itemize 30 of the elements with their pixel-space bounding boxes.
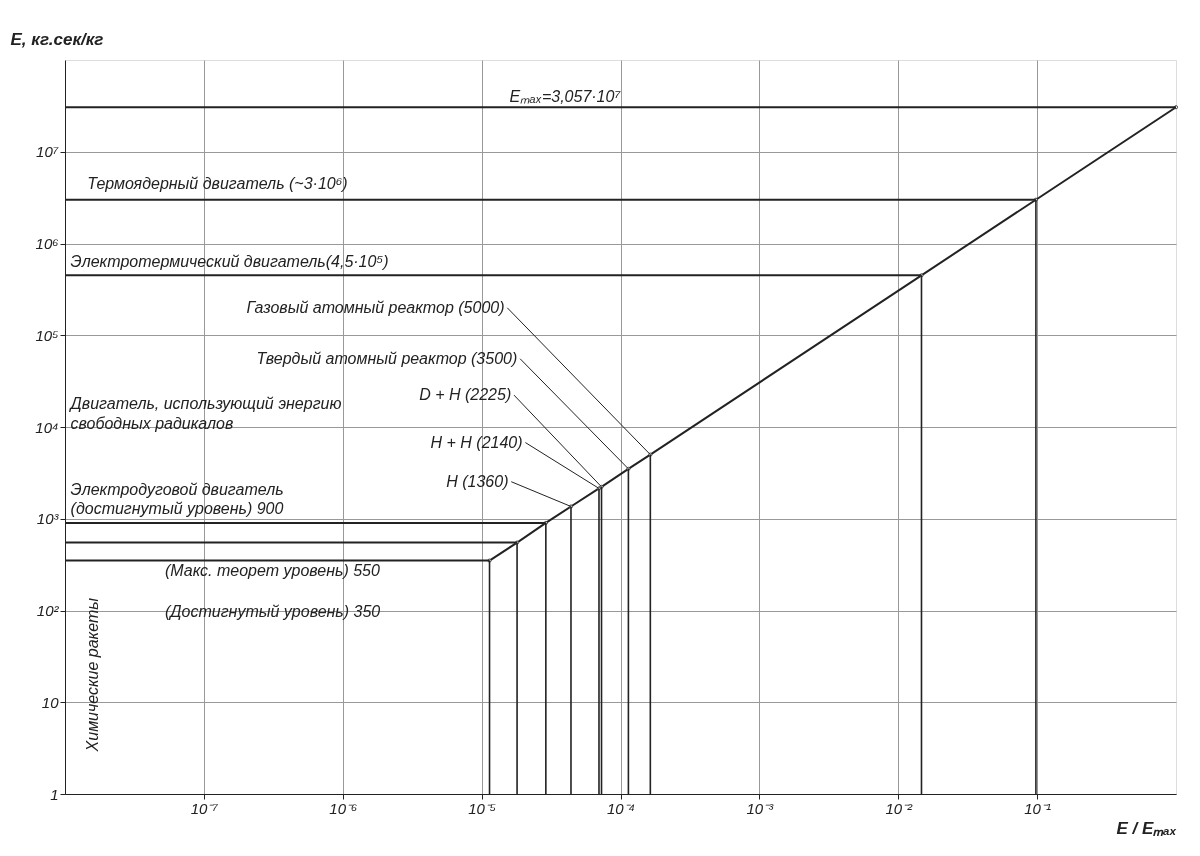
annotation: H (1360) [446, 472, 509, 490]
y-tick-label: 10 [41, 693, 60, 711]
annotation: H + H (2140) [430, 433, 523, 451]
annotation: D + H (2225) [419, 386, 512, 404]
annotation: Eₘₐₓ=3,057·10⁷ [509, 87, 622, 105]
x-tick-label: 10⁻⁵ [468, 799, 497, 817]
ref-line-label: Термоядерный двигатель (~3·10⁶) [87, 175, 348, 193]
x-tick-label: 10⁻² [885, 799, 914, 817]
annotation: Химические ракеты [83, 597, 101, 753]
y-tick-label: 10³ [36, 510, 60, 528]
x-tick-label: 10⁻¹ [1024, 799, 1051, 817]
ref-line-label: (Макс. теорет уровень) 550 [164, 561, 380, 579]
y-tick-label: 1 [50, 785, 59, 803]
y-tick-label: 10² [36, 602, 60, 619]
annotation: Двигатель, использующий энергию свободных радикалов [68, 395, 342, 433]
x-tick-label: 10⁻³ [746, 799, 775, 817]
y-tick-label: 10⁴ [35, 418, 59, 436]
y-axis-title: E, кг.сек/кг [10, 29, 104, 49]
y-tick-label: 10⁷ [36, 143, 59, 161]
y-tick-label: 10⁶ [35, 235, 59, 252]
y-tick-label: 10⁵ [35, 326, 59, 344]
x-axis-title: E / Eₘₐₓ [1116, 818, 1177, 838]
x-tick-label: 10⁻⁴ [606, 799, 636, 817]
x-tick-label: 10⁻⁷ [190, 799, 219, 817]
x-tick-label: 10⁻⁶ [329, 799, 358, 817]
ref-line-label: Электротермический двигатель(4,5·10⁵) [70, 252, 389, 270]
annotation: Газовый атомный реактор (5000) [246, 298, 505, 316]
ref-line-label: (Достигнутый уровень) 350 [164, 602, 381, 620]
ref-line-label: Электродуговой двигатель (достигнутый уровень) 900 [70, 481, 284, 518]
annotation: Твердый атомный реактор (3500) [256, 349, 518, 367]
